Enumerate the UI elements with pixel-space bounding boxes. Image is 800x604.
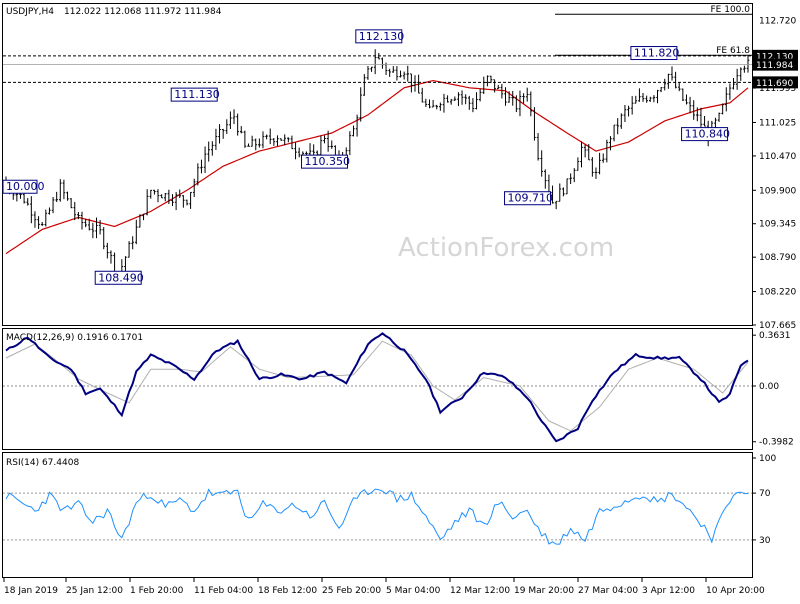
x-tick-label: 12 Mar 12:00 <box>450 586 510 596</box>
macd-line <box>5 332 749 443</box>
price-tick-label: 111.595 <box>759 84 796 94</box>
rsi-title: RSI(14) 67.4408 <box>6 458 79 468</box>
rsi-panel <box>2 452 753 578</box>
price-tick-label: 108.220 <box>759 288 796 298</box>
annotation-box <box>170 87 218 102</box>
fib-line-label: FE 61.8 <box>716 46 750 56</box>
x-tick-label: 3 Apr 12:00 <box>642 586 695 596</box>
watermark: ActionForex.com <box>398 233 614 263</box>
price-tag-label: 111.690 <box>756 79 793 89</box>
x-tick-label: 27 Mar 04:00 <box>578 586 638 596</box>
price-ohlc: 112.022 112.068 111.972 111.984 <box>64 7 222 17</box>
price-tick-label: 110.470 <box>759 152 796 162</box>
fib-line-label: FE 100.0 <box>711 5 751 15</box>
price-tick-label: 112.720 <box>759 16 796 26</box>
rsi-tick-label: 70 <box>759 489 771 499</box>
annotation-label: 112.130 <box>359 30 405 43</box>
price-tick-label: 107.665 <box>759 321 796 331</box>
x-tick-label: 18 Feb 12:00 <box>258 586 317 596</box>
price-tick-label: 111.025 <box>759 118 796 128</box>
annotation-box <box>681 127 729 142</box>
moving-average-line <box>5 79 749 255</box>
price-tag-label: 111.984 <box>756 61 793 71</box>
price-tag <box>753 58 798 71</box>
macd-tick-label: -0.3982 <box>759 438 794 448</box>
rsi-tick-label: 30 <box>759 536 771 546</box>
x-tick-label: 18 Jan 2019 <box>4 586 58 596</box>
x-tick-label: 5 Mar 04:00 <box>386 586 441 596</box>
rsi-line <box>5 488 749 545</box>
annotation-label: 110.840 <box>685 128 731 141</box>
macd-panel <box>2 328 753 450</box>
price-tick-label: 109.900 <box>759 186 796 196</box>
x-tick-label: 19 Mar 20:00 <box>514 586 574 596</box>
x-tick-label: 25 Feb 20:00 <box>322 586 381 596</box>
price-title: USDJPY,H4 <box>6 7 54 17</box>
annotation-label: 10.000 <box>6 180 45 193</box>
price-tag-label: 112.130 <box>756 52 793 62</box>
annotation-label: 110.350 <box>305 155 351 168</box>
x-tick-label: 25 Jan 12:00 <box>66 586 123 596</box>
price-tag <box>753 76 798 89</box>
annotation-box <box>301 154 349 169</box>
annotation-label: 108.490 <box>98 271 144 284</box>
macd-tick-label: 0.3631 <box>759 331 791 341</box>
macd-signal-line <box>5 340 749 432</box>
rsi-tick-label: 100 <box>759 454 776 464</box>
price-tick-label: 108.790 <box>759 253 796 263</box>
annotation-box <box>504 191 552 206</box>
annotation-box <box>94 270 142 285</box>
annotation-box <box>2 179 38 194</box>
annotation-box <box>355 29 403 44</box>
annotation-label: 111.820 <box>634 47 680 60</box>
macd-tick-label: 0.00 <box>759 382 779 392</box>
annotation-label: 109.710 <box>508 192 554 205</box>
annotation-label: 111.130 <box>174 88 220 101</box>
x-tick-label: 1 Feb 20:00 <box>130 586 184 596</box>
price-tick-label: 109.345 <box>759 220 796 230</box>
macd-title: MACD(12,26,9) 0.1916 0.1701 <box>6 333 143 343</box>
x-tick-label: 10 Apr 20:00 <box>706 586 765 596</box>
annotation-box <box>630 46 678 61</box>
x-tick-label: 11 Feb 04:00 <box>194 586 253 596</box>
